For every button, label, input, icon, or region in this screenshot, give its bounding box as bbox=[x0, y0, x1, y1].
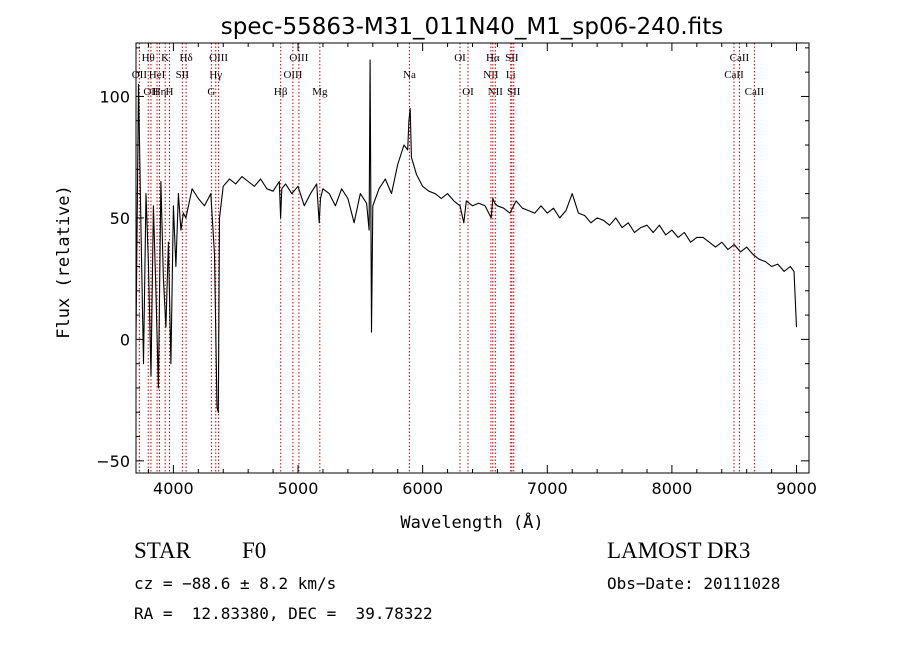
y-tick-label: 50 bbox=[110, 209, 130, 228]
survey-name: LAMOST DR3 bbox=[607, 538, 751, 563]
line-label: Hγ bbox=[209, 69, 222, 81]
line-label: CaII bbox=[745, 86, 765, 98]
redshift-velocity: cz = −88.6 ± 8.2 km/s bbox=[134, 574, 337, 593]
x-axis-label: Wavelength (Å) bbox=[400, 511, 543, 533]
line-label: Hα bbox=[486, 52, 500, 64]
line-label: K bbox=[161, 52, 169, 64]
line-label: NII bbox=[483, 69, 499, 81]
x-tick-label: 6000 bbox=[402, 479, 443, 498]
chart-title: spec-55863-M31_011N40_M1_sp06-240.fits bbox=[221, 14, 723, 40]
line-label: OIII bbox=[283, 69, 302, 81]
object-class: STAR bbox=[134, 538, 191, 563]
x-tick-label: 8000 bbox=[652, 479, 693, 498]
line-label: Hη bbox=[153, 86, 167, 98]
x-tick-label: 4000 bbox=[153, 479, 194, 498]
line-label: Li bbox=[506, 69, 516, 81]
line-label: OIII bbox=[289, 52, 308, 64]
line-label: Hθ bbox=[142, 52, 155, 64]
y-tick-label: −50 bbox=[96, 452, 130, 471]
line-label: Mg bbox=[312, 86, 328, 98]
line-label: OII bbox=[132, 69, 148, 81]
y-tick-label: 0 bbox=[120, 330, 130, 349]
line-label: Hβ bbox=[274, 86, 288, 98]
observation-date: Obs−Date: 20111028 bbox=[607, 574, 781, 593]
line-label: NII bbox=[488, 86, 504, 98]
y-axis-label: Flux (relative) bbox=[54, 185, 74, 339]
coordinates: RA = 12.83380, DEC = 39.78322 bbox=[134, 604, 433, 623]
line-label: CaII bbox=[724, 69, 744, 81]
x-tick-label: 7000 bbox=[527, 479, 568, 498]
line-label: CaII bbox=[730, 52, 750, 64]
line-label: OII bbox=[143, 86, 159, 98]
line-label: SII bbox=[505, 52, 519, 64]
line-label: SII bbox=[176, 69, 190, 81]
line-label: HeI bbox=[149, 69, 166, 81]
line-label: SII bbox=[507, 86, 521, 98]
x-tick-label: 5000 bbox=[278, 479, 319, 498]
plot-frame bbox=[135, 42, 810, 474]
line-label: OI bbox=[454, 52, 466, 64]
spectrum-line bbox=[135, 59, 798, 413]
spectrum-chart: spec-55863-M31_011N40_M1_sp06-240.fits O… bbox=[54, 14, 817, 533]
object-subclass: F0 bbox=[242, 538, 267, 563]
line-label: G bbox=[207, 86, 215, 98]
x-tick-label: 9000 bbox=[776, 479, 817, 498]
line-label: Hδ bbox=[180, 52, 193, 64]
line-label: Na bbox=[403, 69, 416, 81]
line-label: H bbox=[166, 86, 174, 98]
line-label: OI bbox=[462, 86, 474, 98]
line-label: OIII bbox=[209, 52, 228, 64]
y-tick-label: 100 bbox=[99, 87, 130, 106]
